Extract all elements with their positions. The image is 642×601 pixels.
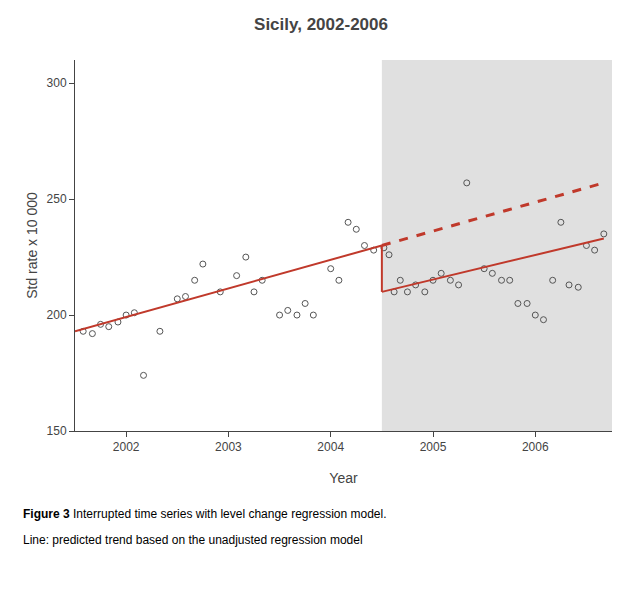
svg-text:Year: Year bbox=[329, 470, 358, 486]
svg-text:300: 300 bbox=[47, 76, 67, 90]
svg-text:Sicily, 2002-2006: Sicily, 2002-2006 bbox=[254, 15, 388, 34]
svg-text:Figure 3 Interrupted time seri: Figure 3 Interrupted time series with le… bbox=[23, 507, 387, 521]
svg-text:150: 150 bbox=[47, 424, 67, 438]
svg-text:250: 250 bbox=[47, 192, 67, 206]
svg-text:200: 200 bbox=[47, 308, 67, 322]
svg-text:2002: 2002 bbox=[113, 440, 140, 454]
svg-text:2004: 2004 bbox=[317, 440, 344, 454]
svg-text:2003: 2003 bbox=[215, 440, 242, 454]
svg-text:Line: predicted trend based on: Line: predicted trend based on the unadj… bbox=[23, 533, 363, 547]
svg-text:Std rate x 10 000: Std rate x 10 000 bbox=[24, 192, 40, 299]
svg-text:2006: 2006 bbox=[522, 440, 549, 454]
svg-text:2005: 2005 bbox=[420, 440, 447, 454]
